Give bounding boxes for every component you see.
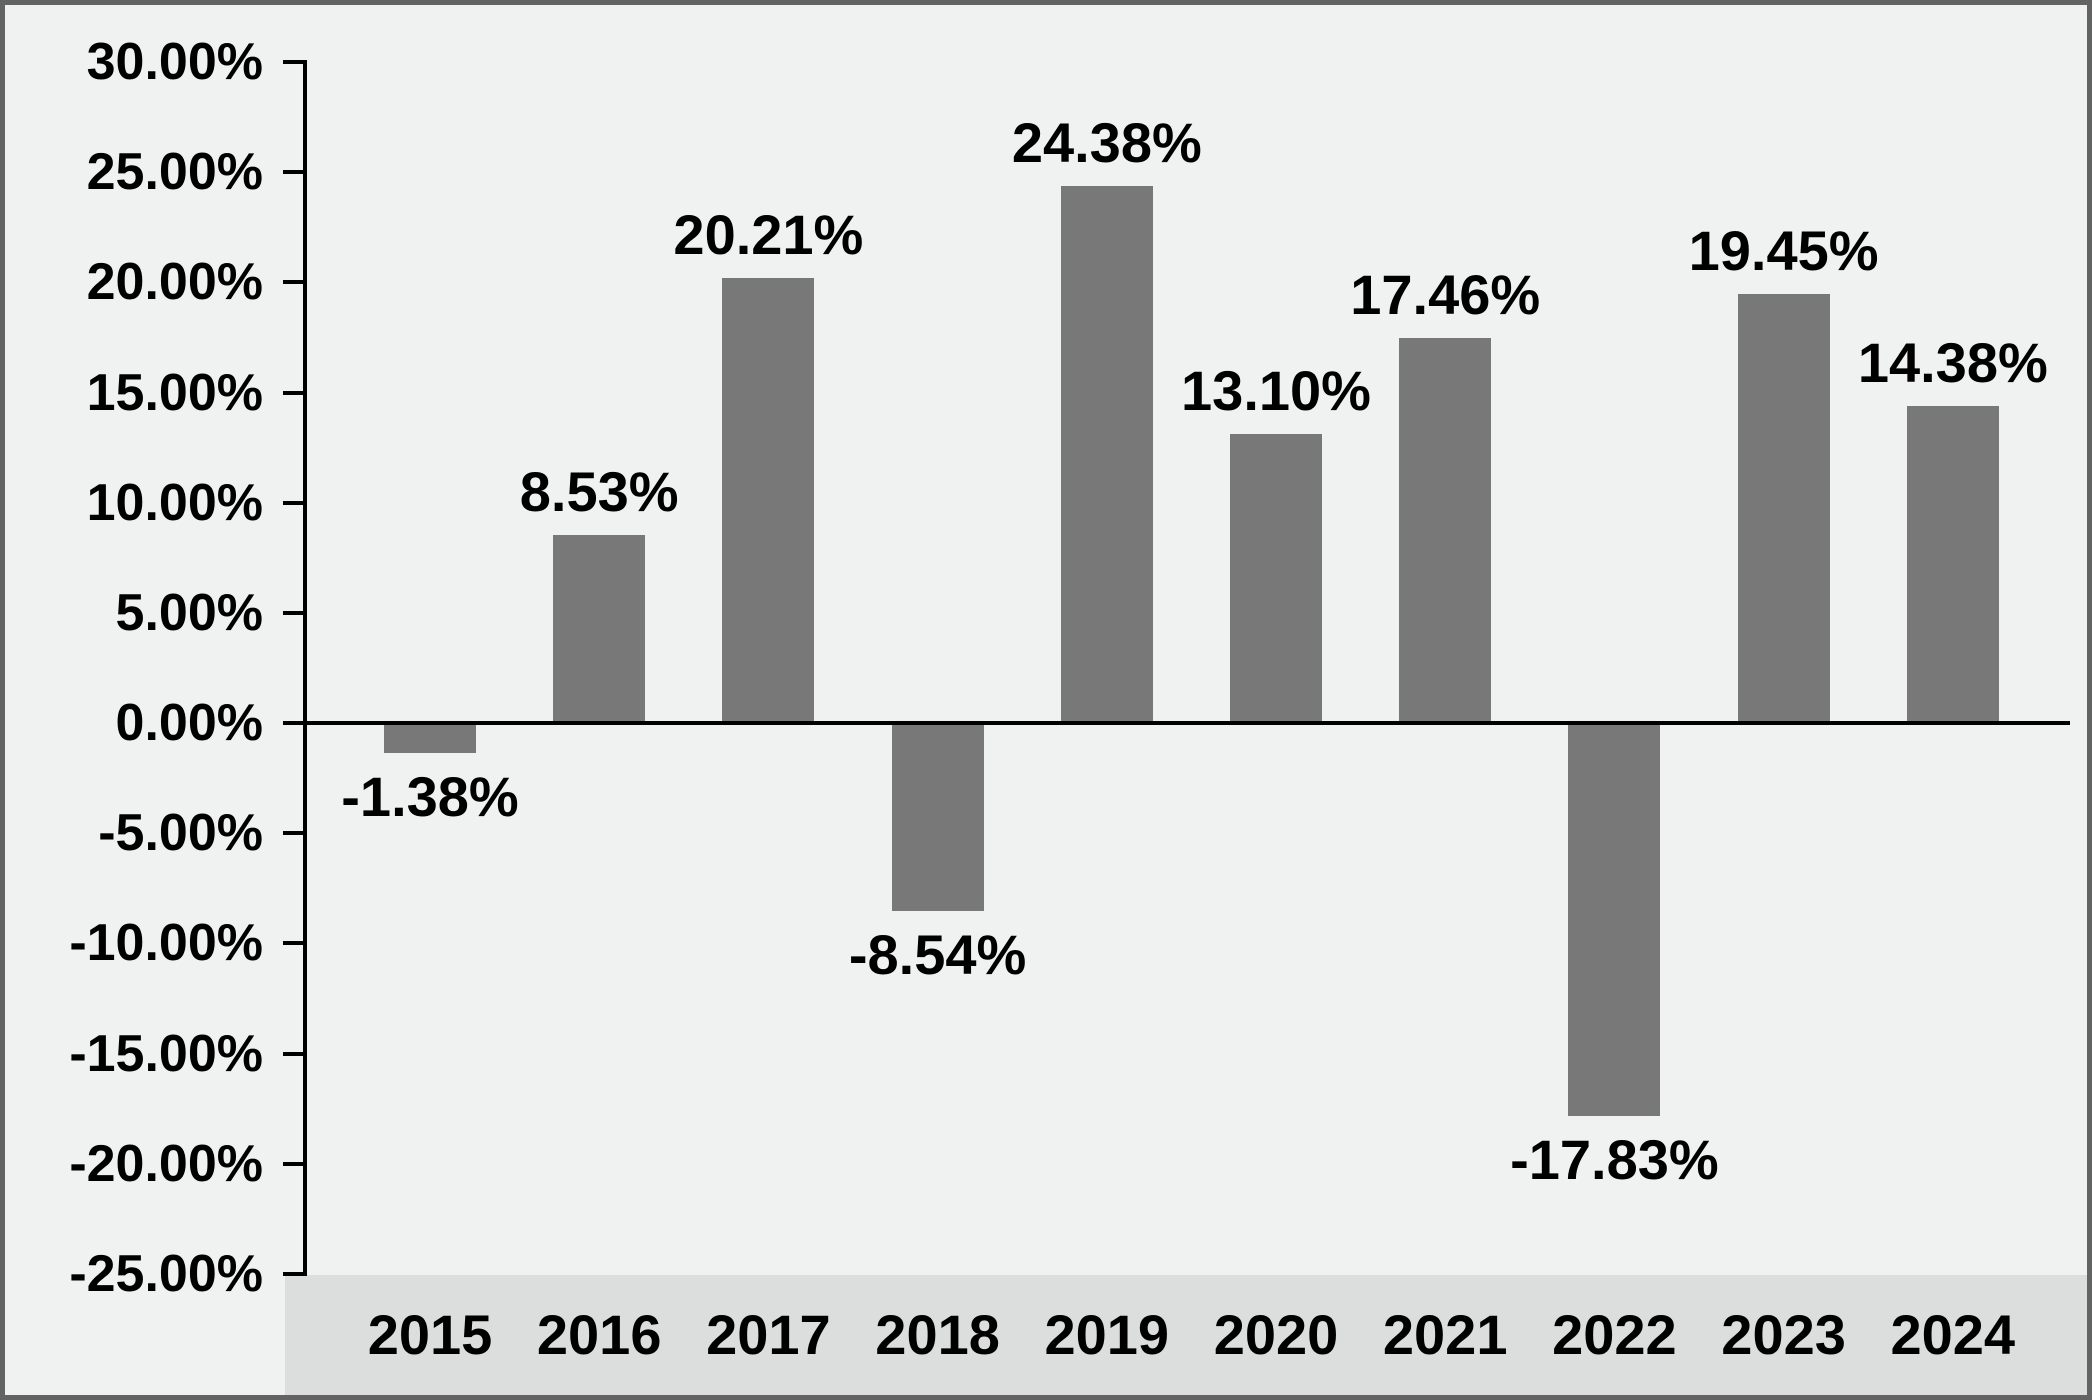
bar: [553, 535, 646, 723]
x-tick-label: 2019: [1044, 1303, 1170, 1366]
bar: [891, 723, 984, 912]
y-tick: [283, 500, 303, 505]
bar: [1568, 723, 1661, 1116]
bar-value-label: 13.10%: [1181, 359, 1371, 423]
bar: [384, 723, 476, 754]
y-tick: [283, 1051, 303, 1056]
y-tick: [283, 1271, 303, 1276]
x-tick-label: 2018: [875, 1303, 1000, 1366]
bar-value-label: -17.83%: [1510, 1127, 1719, 1191]
y-tick-label: 0.00%: [115, 694, 263, 753]
y-tick: [283, 721, 303, 726]
x-axis-band: [285, 1275, 2087, 1395]
bar-value-label: 17.46%: [1350, 263, 1541, 327]
y-tick-label: 30.00%: [86, 33, 263, 91]
bar-value-label: 20.21%: [673, 202, 864, 266]
y-tick-label: 25.00%: [86, 143, 263, 202]
bar-value-label: -1.38%: [341, 765, 519, 829]
y-tick-label: -20.00%: [69, 1134, 263, 1193]
x-tick-label: 2020: [1213, 1303, 1339, 1366]
x-tick-label: 2022: [1552, 1303, 1677, 1366]
y-tick: [283, 610, 303, 615]
bar: [722, 277, 815, 723]
x-tick-label: 2017: [706, 1303, 831, 1366]
x-tick-label: 2023: [1721, 1303, 1846, 1366]
x-tick-label: 2015: [367, 1303, 493, 1366]
y-tick-label: 20.00%: [86, 253, 263, 312]
y-tick-label: -10.00%: [69, 914, 263, 973]
bar-value-label: 8.53%: [519, 460, 679, 524]
bar-value-label: -8.54%: [848, 923, 1027, 987]
x-tick-label: 2016: [536, 1303, 662, 1366]
zero-line: [303, 721, 2070, 725]
y-tick: [283, 390, 303, 395]
y-tick-label: -5.00%: [98, 804, 263, 863]
y-tick-label: -25.00%: [69, 1244, 263, 1303]
y-tick: [283, 1161, 303, 1166]
bar: [1060, 185, 1153, 723]
y-tick-label: 10.00%: [86, 473, 263, 532]
bar: [1230, 434, 1322, 723]
bar: [1737, 294, 1830, 723]
x-tick-label: 2024: [1890, 1303, 2016, 1366]
x-tick-label: 2021: [1382, 1303, 1508, 1366]
y-tick-label: 5.00%: [115, 583, 263, 642]
bar: [1399, 338, 1492, 723]
y-tick: [283, 60, 303, 64]
y-tick: [283, 170, 303, 175]
bar-value-label: 19.45%: [1688, 219, 1879, 283]
y-tick: [283, 280, 303, 285]
y-tick-label: -15.00%: [69, 1024, 263, 1083]
bar-value-label: 14.38%: [1857, 331, 2048, 395]
bar-value-label: 24.38%: [1011, 110, 1202, 174]
y-tick-label: 15.00%: [86, 363, 263, 422]
y-tick: [283, 941, 303, 946]
bar: [1906, 406, 1999, 723]
y-axis-line: [303, 60, 307, 1276]
y-tick: [283, 831, 303, 836]
